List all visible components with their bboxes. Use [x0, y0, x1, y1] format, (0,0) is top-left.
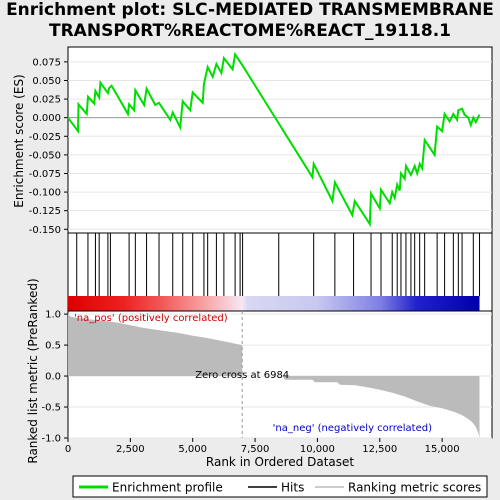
- hit-lines: [76, 233, 481, 296]
- es-y-tick-label: 0.025: [32, 95, 61, 106]
- legend: Enrichment profile Hits Ranking metric s…: [72, 475, 488, 498]
- rank-y-axis: 1.0 0.5 0.0 -0.5 -1.0: [41, 310, 68, 445]
- zero-cross-label: Zero cross at 6984: [195, 370, 289, 381]
- x-tick-label: 5,000: [178, 444, 207, 455]
- es-y-axis-label: Enrichment score (ES): [12, 74, 26, 207]
- neg-correlated-label: 'na_neg' (negatively correlated): [273, 423, 432, 434]
- es-y-tick-label: 0.050: [32, 76, 61, 87]
- es-y-tick-label: -0.100: [29, 188, 61, 199]
- plot-title-line2: TRANSPORT%REACTOME%REACT_19118.1: [49, 21, 451, 41]
- rank-panel: Zero cross at 6984 'na_pos' (positively …: [26, 278, 493, 469]
- pos-correlated-label: 'na_pos' (positively correlated): [74, 313, 228, 324]
- hits-panel: [67, 232, 493, 312]
- x-axis-label: Rank in Ordered Dataset: [206, 455, 354, 469]
- x-tick-label: 0: [65, 444, 71, 455]
- x-tick-label: 2,500: [116, 444, 145, 455]
- es-panel: 0.075 0.050 0.025 0.000 -0.025 -0.050 -0.075 -0…: [12, 46, 493, 236]
- plot-title: Enrichment plot: SLC-MEDIATED TRANSMEMBR…: [0, 0, 500, 42]
- es-y-tick-label: -0.150: [29, 225, 61, 236]
- x-tick-label: 7,500: [241, 444, 270, 455]
- rank-colorbar: [68, 296, 480, 311]
- es-y-tick-label: -0.125: [29, 206, 61, 217]
- rank-x-axis: 0 2,500 5,000 7,500 10,000 12,500 15,000: [65, 438, 460, 455]
- legend-ranking-label: Ranking metric scores: [348, 481, 481, 495]
- legend-enrichment-label: Enrichment profile: [112, 481, 223, 495]
- es-y-tick-label: 0.000: [32, 113, 61, 124]
- x-tick-label: 15,000: [425, 444, 460, 455]
- es-y-tick-label: 0.075: [32, 57, 61, 68]
- plot-title-line1: Enrichment plot: SLC-MEDIATED TRANSMEMBR…: [6, 0, 494, 20]
- legend-box: [72, 475, 488, 498]
- rank-y-axis-label: Ranked list metric (PreRanked): [26, 278, 40, 463]
- es-y-tick-label: -0.025: [29, 132, 61, 143]
- rank-y-tick-label: 0.0: [45, 372, 61, 383]
- rank-y-tick-label: 0.5: [45, 341, 61, 352]
- es-y-tick-label: -0.075: [29, 169, 61, 180]
- rank-y-tick-label: -0.5: [41, 403, 61, 414]
- es-y-tick-label: -0.050: [29, 150, 61, 161]
- es-gridlines: [68, 61, 492, 230]
- x-tick-label: 12,500: [362, 444, 397, 455]
- es-plot-area: [67, 46, 493, 234]
- rank-metric-area: [68, 314, 480, 438]
- rank-y-tick-label: 1.0: [45, 310, 61, 321]
- x-tick-label: 10,000: [300, 444, 335, 455]
- es-y-axis: 0.075 0.050 0.025 0.000 -0.025 -0.050 -0.075 -0…: [29, 57, 68, 236]
- rank-y-tick-label: -1.0: [41, 434, 61, 445]
- es-line: [67, 51, 481, 228]
- legend-hits-label: Hits: [281, 481, 304, 495]
